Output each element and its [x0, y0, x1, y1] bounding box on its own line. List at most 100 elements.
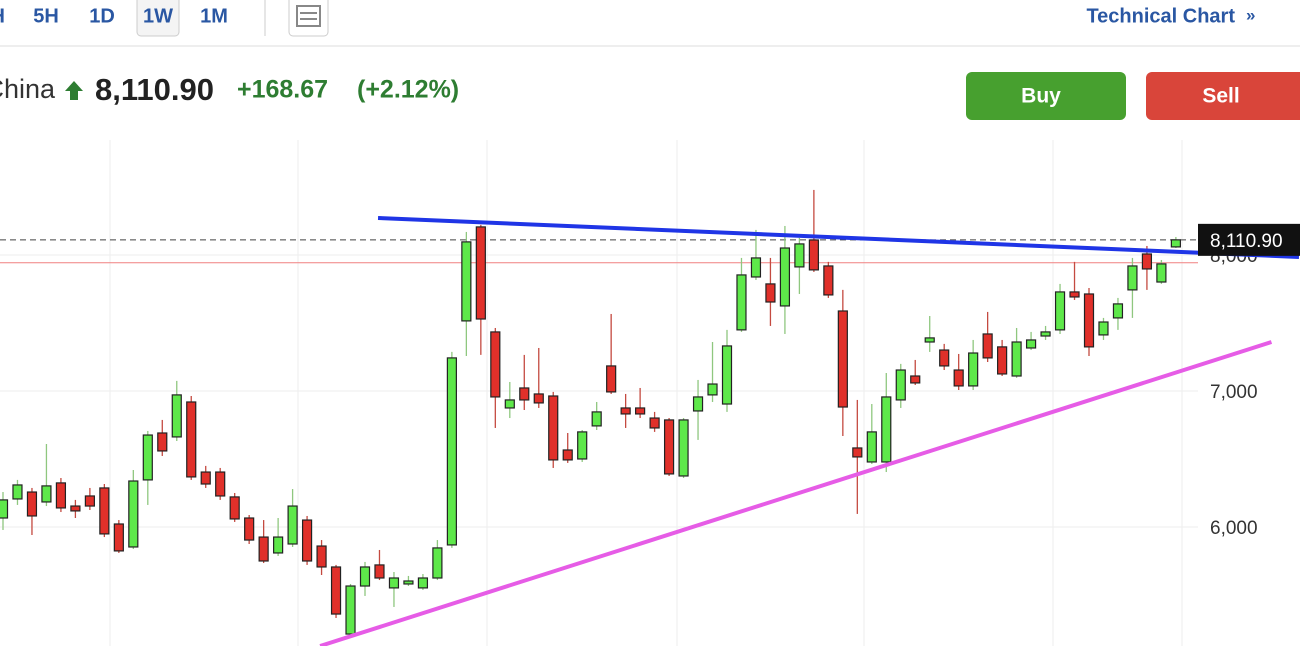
candle-body [692, 396, 704, 412]
candle-body [229, 496, 240, 520]
toolbar: 1H 5H 1D 1W 1M [0, 0, 228, 37]
candle-body [649, 417, 660, 429]
candle-body [157, 432, 168, 452]
candle-body [1098, 321, 1109, 336]
candle-body [519, 387, 530, 401]
buy-label[interactable]: Buy [1021, 85, 1061, 108]
candle-body [171, 394, 182, 438]
timeframe-tab[interactable]: 1M [200, 5, 228, 27]
candle-body [244, 517, 255, 541]
candle-body [446, 357, 457, 546]
change: +168.67 [237, 76, 328, 104]
candle-body [142, 434, 153, 481]
candle-body [635, 407, 646, 415]
candle-body [1156, 263, 1167, 283]
candle-body [1040, 331, 1051, 337]
buy-button[interactable] [966, 72, 1126, 120]
time-grid [109, 140, 1183, 646]
up-arrow [65, 81, 83, 100]
candle-body [562, 449, 573, 461]
candle-body [475, 226, 486, 320]
candle-body [736, 274, 747, 331]
sell-button[interactable] [1146, 72, 1300, 120]
candle-body [997, 346, 1008, 375]
candle-body [70, 505, 81, 512]
candle-body [128, 480, 139, 548]
candle-body [533, 393, 544, 404]
candle-body [577, 431, 588, 460]
candle-body [910, 375, 921, 384]
candle-body [924, 337, 935, 343]
candle-body [287, 505, 298, 545]
candle-body [0, 499, 9, 519]
link-arrow[interactable]: » [1246, 5, 1255, 24]
candle-body [1083, 293, 1095, 348]
active-tab[interactable] [136, 0, 180, 37]
candle-body [823, 265, 834, 296]
candle-body [330, 566, 342, 615]
candle-body [620, 407, 631, 415]
candle-body [26, 491, 38, 517]
y-tick-label: 6,000 [1210, 518, 1258, 539]
candle-body [1069, 291, 1080, 298]
candle-body [852, 447, 863, 458]
candle-body [403, 580, 414, 585]
candle-body [1112, 303, 1124, 319]
candle-body [273, 536, 284, 554]
candle-body [779, 247, 791, 307]
candle-body [1141, 253, 1153, 270]
candle-body [1025, 339, 1037, 349]
candle-body [461, 241, 472, 322]
candle-body [186, 401, 197, 478]
candle-body [432, 547, 443, 579]
price: 8,110.90 [95, 72, 214, 107]
candle-body [968, 352, 979, 387]
candle-body [200, 471, 211, 485]
news-icon [296, 5, 321, 27]
candle-body [215, 471, 226, 497]
candle-body [1170, 239, 1181, 248]
candle-body [84, 495, 95, 507]
candle-body [12, 484, 23, 500]
candle-body [1054, 291, 1066, 331]
candle-body [301, 519, 313, 562]
candle-body [1127, 265, 1138, 291]
candle-body [808, 239, 819, 271]
candle-body [359, 566, 371, 587]
candle-body [417, 577, 429, 589]
candle-body [663, 419, 675, 475]
candle-body [1011, 341, 1022, 377]
trendline [377, 215, 1300, 259]
candle-body [388, 577, 400, 589]
candle-body [606, 365, 617, 393]
timeframe-tab[interactable]: 1H [0, 5, 5, 27]
candle-body [765, 283, 776, 303]
y-tick-label: 7,000 [1210, 382, 1258, 403]
last-price-label: 8,110.90 [1210, 231, 1283, 252]
last-price-box [1198, 223, 1300, 256]
instrument-name: China [0, 74, 56, 104]
candle-body [99, 487, 110, 535]
candle-body [939, 349, 950, 367]
candle-body [55, 482, 67, 509]
technical-chart-link[interactable]: Technical Chart [1086, 5, 1235, 27]
candle-body [953, 369, 964, 387]
candle-body [345, 585, 356, 635]
timeframe-tab[interactable]: 5H [33, 5, 59, 27]
candle-body [794, 243, 805, 268]
timeframe-tab[interactable]: 1W [143, 5, 173, 27]
candle-body [41, 485, 52, 503]
candle-body [837, 310, 848, 408]
candle-body [548, 395, 559, 461]
sell-label[interactable]: Sell [1202, 85, 1239, 108]
timeframe-tab[interactable]: 1D [89, 5, 115, 27]
candle-body [750, 257, 762, 278]
candle-body [982, 333, 993, 359]
candle-body [721, 345, 733, 405]
candle-body [504, 399, 515, 409]
candle-body [707, 383, 718, 396]
candle-body [895, 369, 906, 401]
candle-body [591, 411, 602, 427]
